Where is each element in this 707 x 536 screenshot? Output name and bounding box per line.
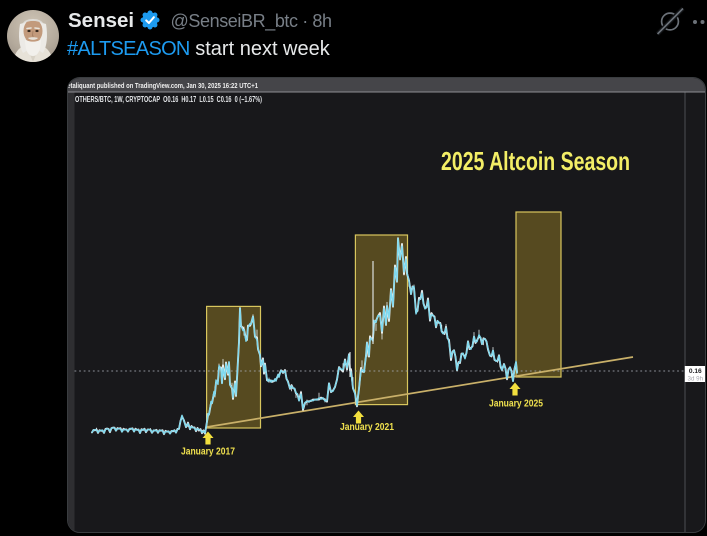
svg-text:3d 9h: 3d 9h xyxy=(688,375,704,382)
svg-text:2025 Altcoin Season: 2025 Altcoin Season xyxy=(441,146,630,176)
svg-text:January 2017: January 2017 xyxy=(181,447,235,458)
svg-text:OTHERS/BTC, 1W, CRYPTOCAP O0.: OTHERS/BTC, 1W, CRYPTOCAP O0.16 H0.17 L0… xyxy=(75,95,262,104)
svg-text:0.16: 0.16 xyxy=(689,368,702,375)
svg-text:retaliquant published on Tradi: retaliquant published on TradingView.com… xyxy=(68,81,259,90)
svg-text:January 2025: January 2025 xyxy=(489,399,543,410)
svg-text:January 2021: January 2021 xyxy=(340,422,394,433)
